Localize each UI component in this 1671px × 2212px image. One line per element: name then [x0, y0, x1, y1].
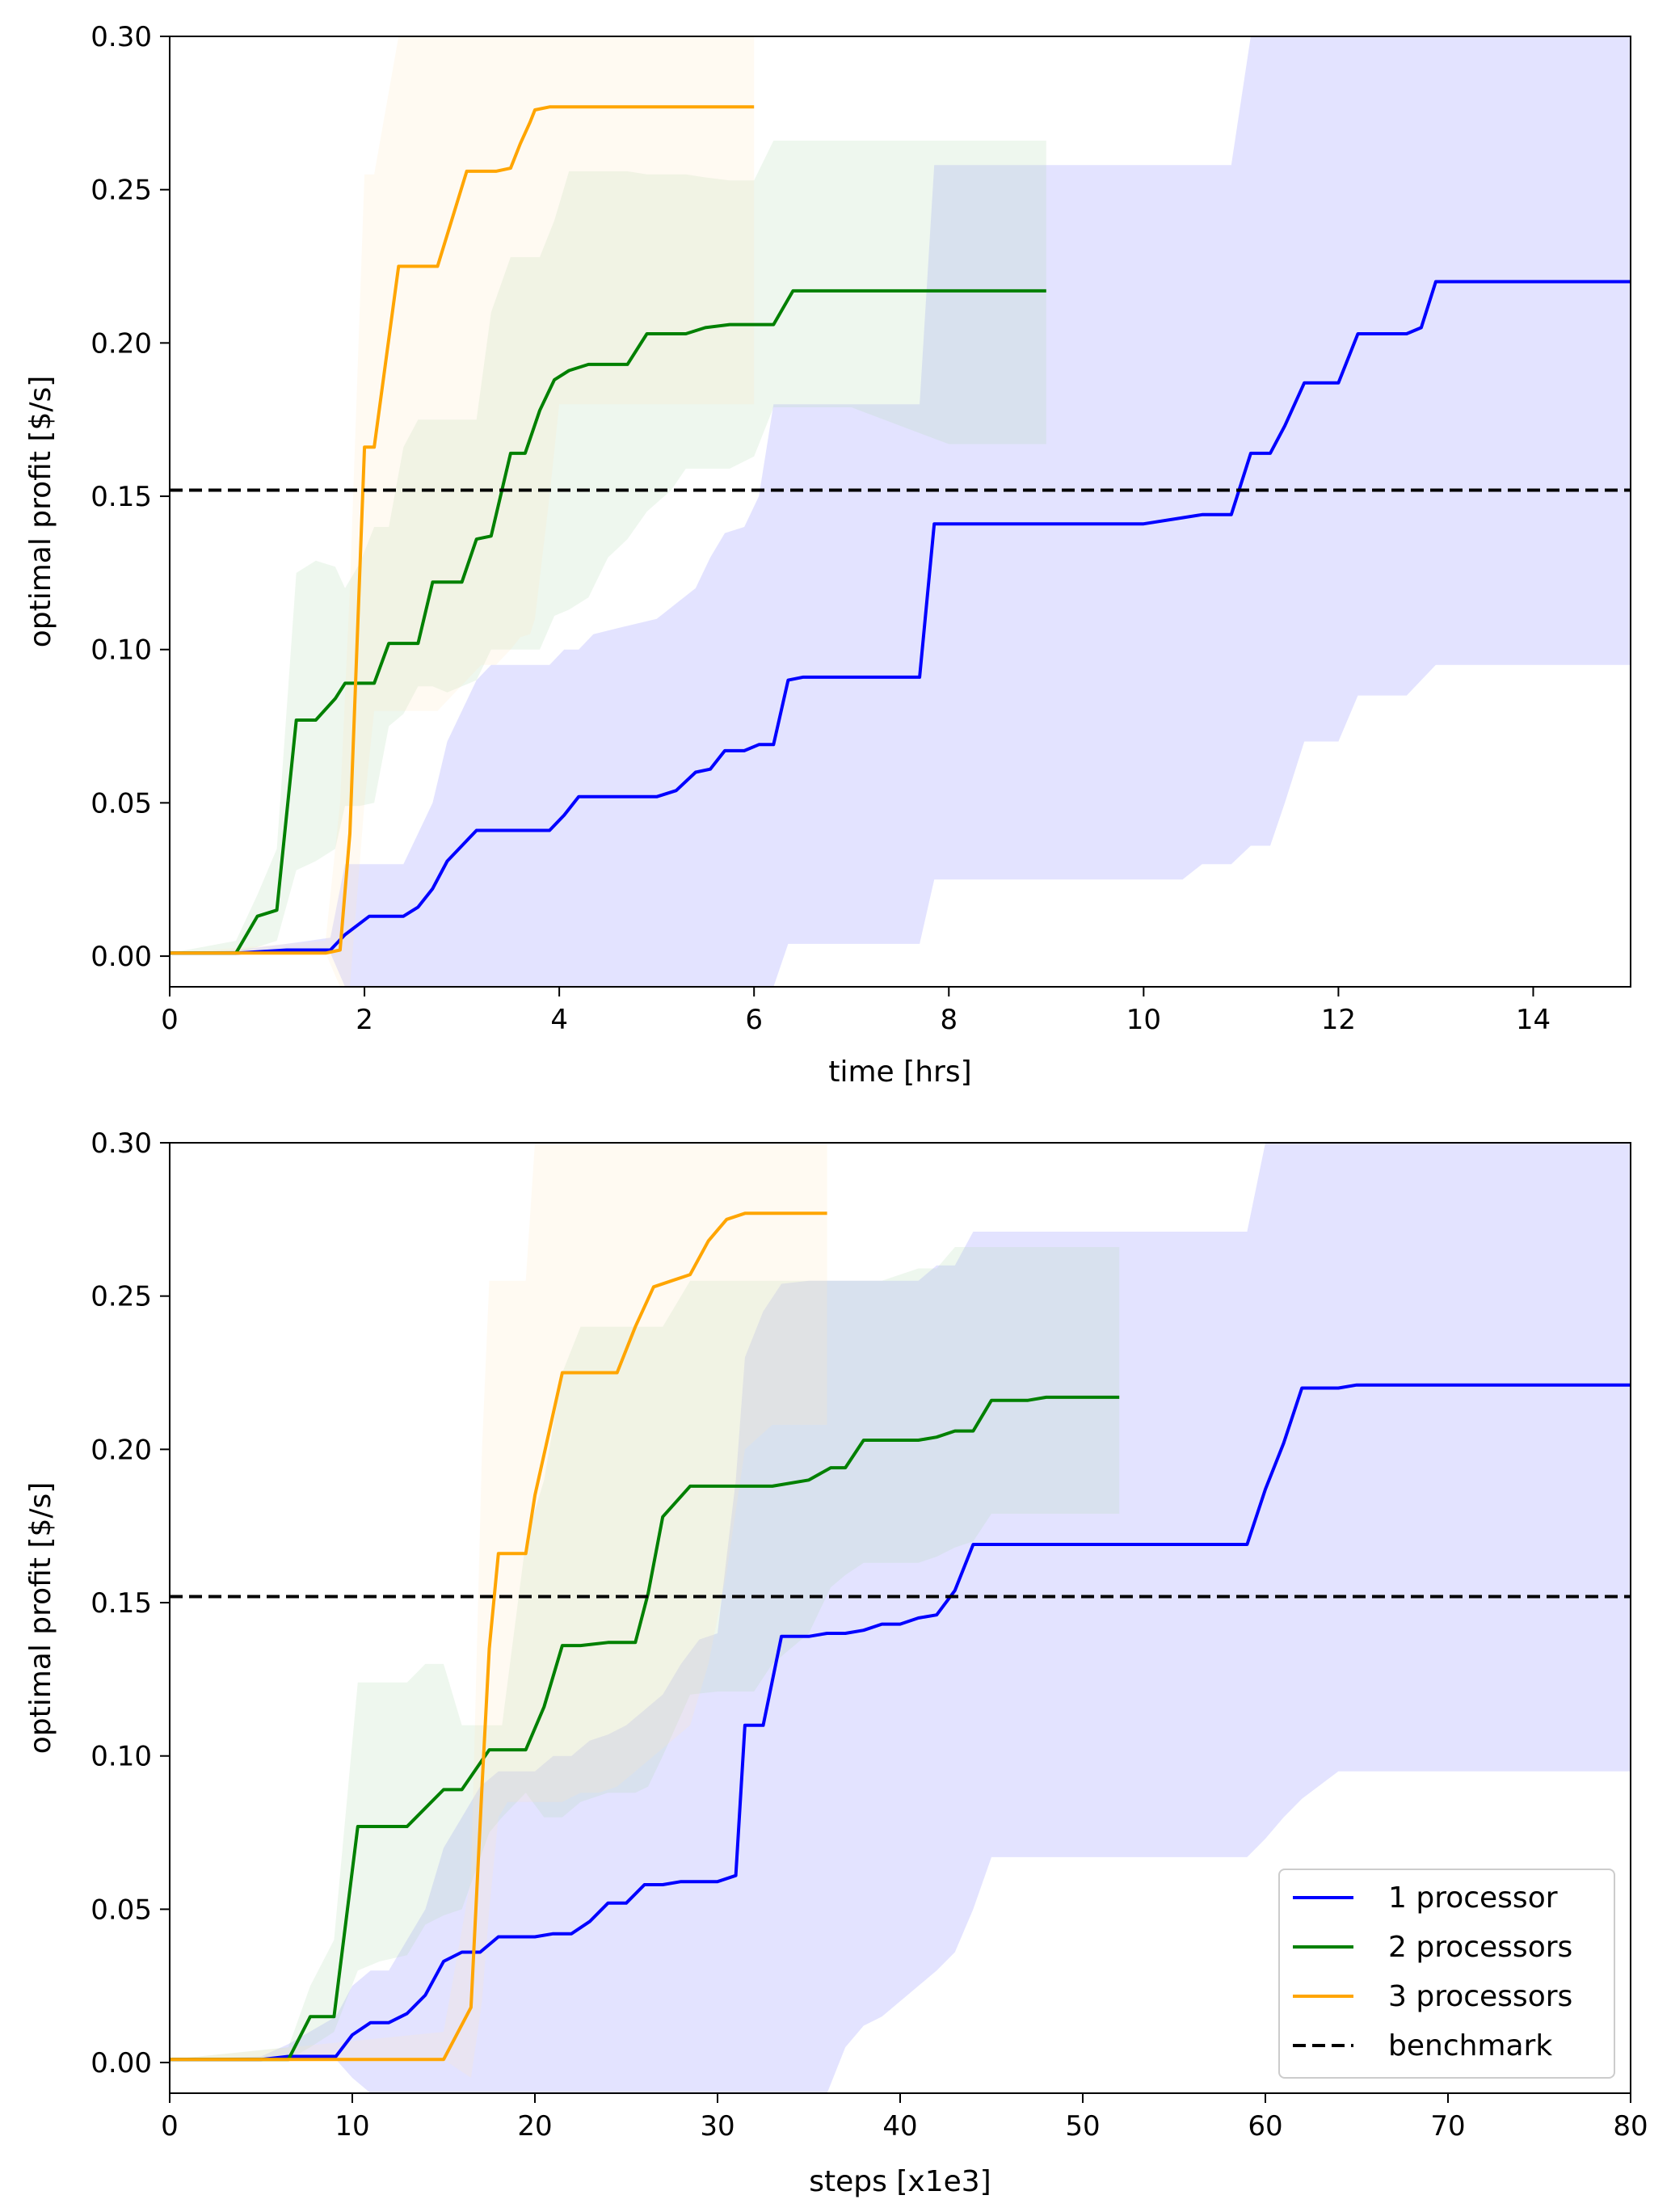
x-tick-label: 60: [1248, 2110, 1282, 2142]
y-tick-label: 0.05: [90, 1894, 152, 1926]
y-axis-label: optimal profit [$/s]: [24, 376, 57, 648]
band-2-processors: [170, 141, 1046, 954]
chart-time: 0 2 4 6 8 10 12 14 0.00 0.05 0.10 0.15 0.20 0.25 0.30…: [24, 21, 1631, 1089]
x-tick-label: 70: [1430, 2110, 1465, 2142]
y-tick-label: 0.05: [90, 787, 152, 819]
line-2-processors: [170, 1395, 1120, 2062]
x-tick-label: 6: [745, 1004, 763, 1036]
legend-label-2-processors: 2 processors: [1388, 1931, 1572, 1964]
y-tick-label: 0.25: [90, 175, 152, 207]
legend-label-3-processors: 3 processors: [1388, 1980, 1572, 2013]
x-tick-label: 12: [1321, 1004, 1356, 1036]
band-2-processors: [170, 1247, 1120, 2060]
y-tick-label: 0.00: [90, 2047, 152, 2079]
x-axis-label: time [hrs]: [828, 1055, 971, 1089]
y-axis-label: optimal profit [$/s]: [24, 1482, 57, 1755]
x-tick-label: 10: [335, 2110, 369, 2142]
legend: 1 processor 2 processors 3 processors be…: [1278, 1869, 1615, 2079]
x-tick-label: 30: [700, 2110, 734, 2142]
band-1-processor: [170, 36, 1631, 987]
x-tick-label: 0: [161, 1004, 179, 1036]
y-tick-label: 0.30: [90, 1127, 152, 1160]
band-3-processors: [170, 36, 755, 987]
y-tick-label: 0.25: [90, 1281, 152, 1313]
legend-box: [1278, 1869, 1615, 2079]
x-axis-ticks: 0 10 20 30 40 50 60 70 80: [161, 2093, 1648, 2142]
x-tick-label: 8: [940, 1004, 958, 1036]
y-tick-label: 0.10: [90, 634, 152, 667]
y-tick-label: 0.15: [90, 1587, 152, 1620]
x-tick-label: 2: [356, 1004, 373, 1036]
confidence-bands: [170, 36, 1631, 987]
line-3-processors: [170, 105, 755, 955]
x-tick-label: 10: [1126, 1004, 1161, 1036]
x-tick-label: 80: [1613, 2110, 1648, 2142]
band-3-processors: [170, 1143, 827, 2078]
y-tick-label: 0.10: [90, 1741, 152, 1773]
y-tick-label: 0.15: [90, 481, 152, 513]
confidence-bands: [170, 1143, 1631, 2093]
y-tick-label: 0.20: [90, 327, 152, 360]
y-tick-label: 0.30: [90, 21, 152, 53]
x-axis-ticks: 0 2 4 6 8 10 12 14: [161, 987, 1551, 1036]
band-1-processor: [170, 1143, 1631, 2093]
series-lines: [170, 105, 1631, 955]
y-tick-label: 0.00: [90, 941, 152, 973]
plot-frame: [169, 36, 1631, 988]
line-1-processor: [170, 280, 1631, 955]
y-axis-ticks: 0.00 0.05 0.10 0.15 0.20 0.25 0.30: [90, 1127, 170, 2079]
legend-label-1-processor: 1 processor: [1388, 1881, 1558, 1915]
legend-label-benchmark: benchmark: [1388, 2029, 1552, 2062]
x-axis-label: steps [x1e3]: [809, 2165, 991, 2198]
line-2-processors: [170, 289, 1046, 955]
x-tick-label: 4: [550, 1004, 568, 1036]
x-tick-label: 40: [882, 2110, 917, 2142]
x-tick-label: 0: [161, 2110, 179, 2142]
series-lines: [170, 1211, 1631, 2062]
x-tick-label: 14: [1516, 1004, 1551, 1036]
y-axis-ticks: 0.00 0.05 0.10 0.15 0.20 0.25 0.30: [90, 21, 170, 973]
x-tick-label: 20: [517, 2110, 552, 2142]
chart-steps: 0 10 20 30 40 50 60 70 80 0.000.050.100.150.200.…: [24, 1127, 1648, 2198]
x-tick-label: 50: [1065, 2110, 1100, 2142]
line-1-processor: [170, 1383, 1631, 2062]
line-3-processors: [170, 1211, 827, 2062]
y-tick-label: 0.20: [90, 1434, 152, 1466]
